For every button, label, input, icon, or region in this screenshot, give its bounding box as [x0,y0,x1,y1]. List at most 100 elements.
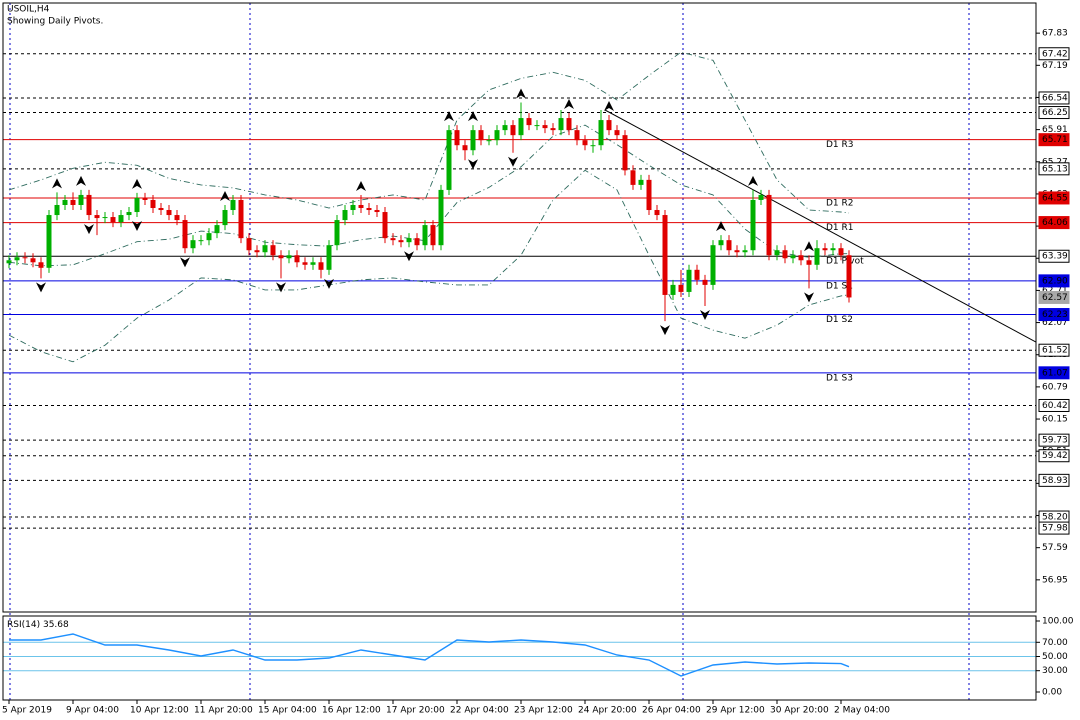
fractal-up [564,99,574,110]
fractal-up [132,178,142,189]
pivot-box-label: 65.71 [1042,135,1068,145]
candle-body [782,250,788,259]
candle-body [182,220,188,249]
main-frame [2,2,1037,613]
candle-body [214,225,220,234]
candle-body [166,210,172,216]
indicator-name: RSI(14) [7,620,40,630]
candle-body [518,118,524,136]
last-price-box-label: 62.57 [1042,293,1068,303]
candle-body [822,248,828,251]
candle-body [470,130,476,151]
x-tick-label: 29 Apr 12:00 [706,706,765,716]
candle-body [766,194,772,256]
fractal-down [404,251,414,262]
x-tick-label: 11 Apr 20:00 [194,706,253,716]
x-tick-label: 15 Apr 04:00 [258,706,317,716]
level-box [1038,449,1070,463]
candle-body [742,250,748,253]
fractal-up [604,101,614,112]
candle-body [254,250,260,253]
candle-body [502,125,508,131]
fractal-up [444,111,454,122]
pivot-label: D1 S1 [826,281,853,291]
candle-body [230,199,236,211]
candle-body [358,204,364,209]
candle-body [270,245,276,256]
candle-body [798,255,804,261]
candle-body [806,260,812,265]
candle-body [190,240,196,249]
candle-body [606,120,612,131]
x-tick-label: 17 Apr 20:00 [386,706,445,716]
y-tick-label: 67.83 [1042,29,1068,39]
pivot-box-label: 64.55 [1042,193,1068,203]
candle-body [582,140,588,146]
candle-body [46,215,52,268]
candle-body [262,245,268,253]
pivot-label: D1 S3 [826,373,853,383]
level-box [1038,398,1070,412]
x-tick-label: 30 Apr 20:00 [770,706,829,716]
fractal-down [276,282,286,293]
candle-body [702,279,708,285]
indicator-y-tick-label: 0.00 [1042,688,1062,698]
candle-body [390,238,396,241]
candle-body [590,145,596,147]
candle-body [342,210,348,221]
candle-body [366,208,372,211]
level-box-label: 57.98 [1042,524,1068,534]
pivot-label: D1 R1 [826,223,854,233]
pivot-box-label: 63.39 [1042,252,1068,262]
candle-body [70,199,76,205]
period-separators [9,3,970,700]
level-box [1038,47,1070,61]
candle-body [638,179,644,185]
candle-body [334,220,340,246]
indicator-frame [2,615,1037,701]
fractal-up [748,175,758,186]
pivot-box [1038,133,1070,147]
fractal-down [468,159,478,170]
fractal-up [76,175,86,186]
y-tick-label: 67.19 [1042,61,1068,71]
level-box [1038,106,1070,120]
candle-body [326,245,332,270]
candle-body [126,212,132,216]
fractal-down [804,292,814,303]
pivot-label: D1 Pivot [826,257,864,267]
candle-body [302,262,308,265]
y-tick-label: 56.95 [1042,575,1068,585]
level-box [1038,91,1070,105]
pivot-box-label: 62.90 [1042,276,1068,286]
candle-body [678,284,684,292]
band-lower [8,169,850,363]
candle-body [750,199,756,251]
candle-body [110,217,116,223]
candle-body [414,238,420,246]
fractal-up [804,241,814,252]
level-box-label: 59.73 [1042,436,1068,446]
x-tick-label: 22 Apr 04:00 [450,706,509,716]
trendline [604,109,1037,343]
x-tick-label: 2 May 04:00 [834,706,890,716]
candle-body [430,225,436,246]
candle-body [838,248,844,256]
pivot-box [1038,366,1070,380]
candle-body [774,250,780,256]
indicator-y-tick-label: 30.00 [1042,666,1068,676]
y-tick-label: 60.79 [1042,382,1068,392]
candle-body [134,197,140,213]
pivot-box [1038,274,1070,288]
level-box-label: 59.42 [1042,451,1068,461]
candle-body [622,135,628,171]
level-box-label: 65.13 [1042,164,1068,174]
candle-body [718,240,724,246]
candle-body [174,215,180,221]
fractal-up [468,111,478,122]
last-price-box [1038,290,1070,304]
candle-body [526,118,532,126]
candle-body [294,255,300,263]
